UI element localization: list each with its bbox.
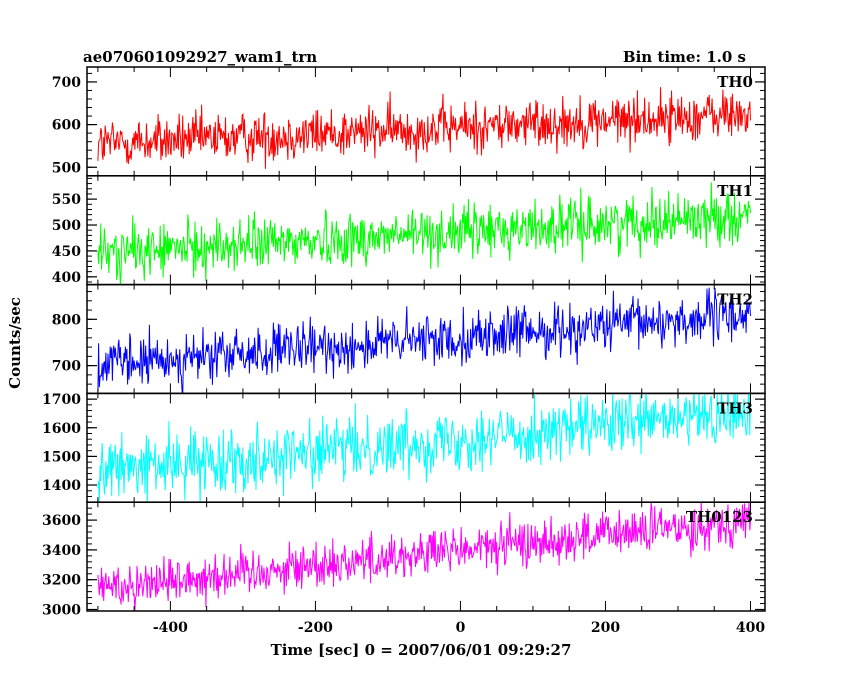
- y-tick-label: 3200: [42, 573, 81, 589]
- x-tick-label: -400: [153, 620, 188, 636]
- series-label-th3: TH3: [717, 399, 753, 417]
- x-axis-label: Time [sec] 0 = 2007/06/01 09:29:27: [271, 641, 572, 659]
- series-line-th0123: [97, 502, 751, 611]
- series-label-th2: TH2: [717, 291, 753, 309]
- y-tick-label: 1700: [42, 392, 81, 408]
- y-axis-label: Counts/sec: [6, 297, 24, 389]
- series-label-th1: TH1: [717, 182, 753, 200]
- panels-group: TH0 500 600 700 TH1 400 450 500 550 TH2 700 800 TH3 1…: [42, 66, 766, 636]
- y-tick-label: 800: [52, 312, 81, 328]
- y-tick-label: 600: [52, 118, 81, 134]
- y-tick-label: 1500: [42, 449, 81, 465]
- y-tick-label: 3600: [42, 513, 81, 529]
- series-line-th2: [97, 287, 751, 394]
- chart-title: ae070601092927_wam1_trn: [83, 48, 317, 66]
- y-tick-label: 400: [52, 270, 81, 286]
- y-tick-label: 500: [52, 160, 81, 176]
- bin-time-label: Bin time: 1.0 s: [623, 48, 746, 66]
- y-tick-label: 3400: [42, 543, 81, 559]
- series-line-th0: [97, 87, 751, 169]
- y-tick-label: 500: [52, 218, 81, 234]
- series-line-th3: [97, 393, 751, 503]
- x-tick-label: -200: [298, 620, 333, 636]
- y-tick-label: 700: [52, 359, 81, 375]
- y-tick-label: 1600: [42, 421, 81, 437]
- series-line-th1: [97, 182, 751, 285]
- y-tick-label: 1400: [42, 478, 81, 494]
- x-tick-label: 400: [736, 620, 765, 636]
- panel-frame-th0123: [86, 501, 766, 612]
- x-tick-label: 0: [456, 620, 466, 636]
- series-label-th0: TH0: [717, 73, 753, 91]
- y-tick-label: 550: [52, 192, 81, 208]
- y-tick-label: 3000: [42, 603, 81, 619]
- y-tick-label: 450: [52, 244, 81, 260]
- y-tick-label: 700: [52, 75, 81, 91]
- series-label-th0123: TH0123: [686, 508, 753, 526]
- x-tick-label: 200: [591, 620, 620, 636]
